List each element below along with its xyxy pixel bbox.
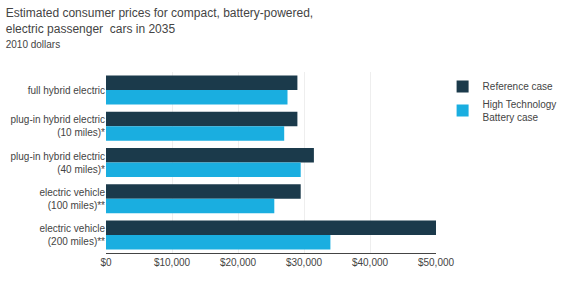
svg-text:$50,000: $50,000 [418, 257, 455, 268]
svg-text:Estimated consumer prices for: Estimated consumer prices for compact, b… [6, 6, 313, 50]
svg-text:$40,000: $40,000 [352, 257, 389, 268]
svg-text:High TechnologyBattery case: High TechnologyBattery case [483, 99, 557, 123]
svg-text:$0: $0 [100, 257, 112, 268]
svg-text:electric vehicle(100 miles)**: electric vehicle(100 miles)** [39, 187, 105, 211]
svg-text:full hybrid electric: full hybrid electric [28, 85, 105, 96]
svg-text:Reference case: Reference case [483, 81, 553, 92]
svg-text:electric vehicle(200 miles)**: electric vehicle(200 miles)** [39, 223, 105, 247]
svg-text:$30,000: $30,000 [286, 257, 323, 268]
svg-text:plug-in hybrid electric(40 mil: plug-in hybrid electric(40 miles)* [11, 151, 106, 175]
svg-text:$20,000: $20,000 [220, 257, 257, 268]
svg-text:plug-in hybrid electric(10 mil: plug-in hybrid electric(10 miles)* [11, 114, 106, 138]
svg-text:$10,000: $10,000 [154, 257, 191, 268]
